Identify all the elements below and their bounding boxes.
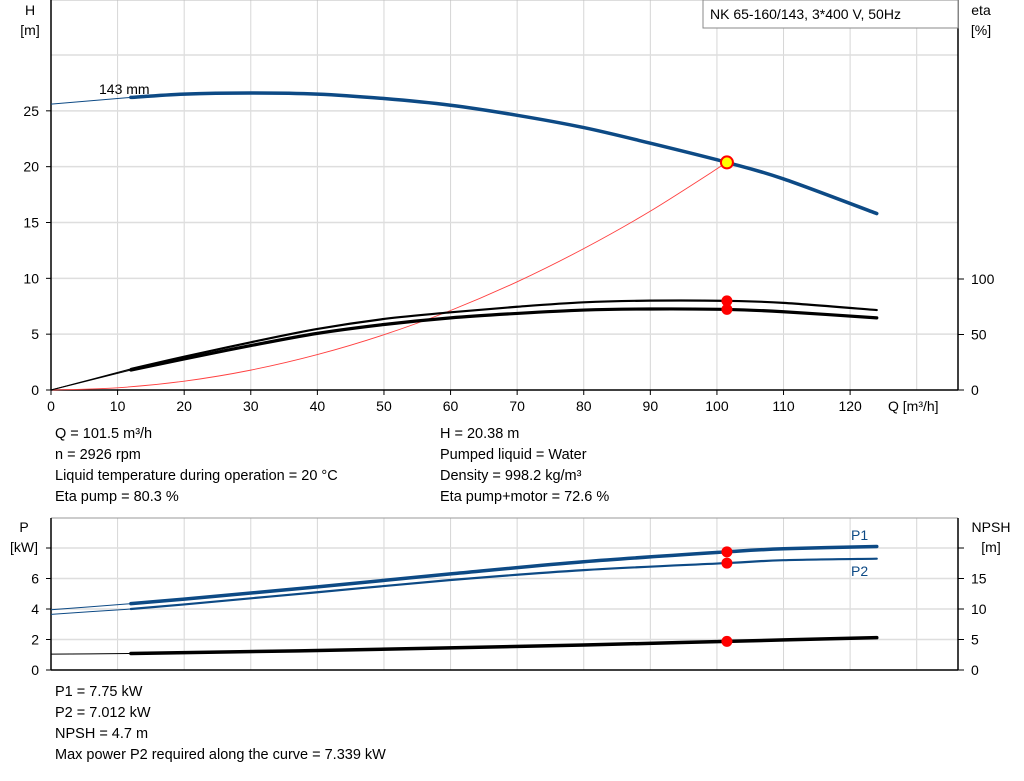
eta-pump-motor-duty-marker (721, 303, 733, 315)
eta-pump-motor-curve (129, 307, 879, 372)
x-tick-label: 110 (772, 398, 795, 414)
y-axis-label: H (25, 2, 35, 18)
info-top-left: Q = 101.5 m³/h n = 2926 rpm Liquid tempe… (55, 424, 338, 508)
info-max-p2: Max power P2 required along the curve = … (55, 747, 386, 763)
p-tick-label: 2 (31, 632, 39, 648)
eta-pump-motor-curve-extension (50, 369, 132, 391)
chart-title: NK 65-160/143, 3*400 V, 50Hz (710, 6, 901, 22)
info-temperature: Liquid temperature during operation = 20… (55, 468, 338, 484)
p2-curve-extension (50, 608, 131, 615)
npsh-axis-unit: [m] (981, 539, 1000, 555)
p2-curve (129, 557, 878, 611)
x-tick-label: 50 (376, 398, 392, 414)
info-eta-pump: Eta pump = 80.3 % (55, 489, 179, 505)
p-tick-label: 4 (31, 601, 39, 617)
x-tick-label: 60 (443, 398, 459, 414)
title-box (702, 0, 959, 29)
duty-point-marker (719, 155, 734, 170)
info-bottom: P1 = 7.75 kW P2 = 7.012 kW NPSH = 4.7 m … (55, 682, 386, 766)
x-tick-label: 120 (838, 398, 862, 414)
info-npsh: NPSH = 4.7 m (55, 726, 149, 742)
info-eta-pump-motor: Eta pump+motor = 72.6 % (440, 489, 610, 505)
eta-pump-curve (129, 299, 878, 371)
x-tick-label: 100 (705, 398, 729, 414)
x-tick-label: 80 (576, 398, 592, 414)
y-tick-label: 10 (23, 270, 39, 286)
y-tick-label: 25 (23, 103, 39, 119)
eta-axis-label: eta (971, 2, 991, 18)
npsh-duty-marker (721, 635, 733, 647)
p-axis-unit: [kW] (10, 539, 38, 555)
info-p2: P2 = 7.012 kW (55, 705, 151, 721)
info-flow: Q = 101.5 m³/h (55, 426, 153, 442)
eta-tick-label: 100 (971, 271, 995, 287)
x-axis-label: Q [m³/h] (888, 398, 939, 414)
head-curve-extension (50, 96, 131, 105)
x-tick-label: 0 (47, 398, 55, 414)
p2-duty-marker (721, 557, 733, 569)
head-curve-label: 143 mm (99, 81, 150, 97)
y-axis-unit: [m] (20, 22, 39, 38)
npsh-tick-label: 10 (971, 601, 987, 617)
x-tick-label: 20 (176, 398, 192, 414)
eta-tick-label: 0 (971, 382, 979, 398)
info-liquid: Pumped liquid = Water (440, 447, 587, 463)
npsh-axis-label: NPSH (972, 519, 1011, 535)
y-tick-label: 15 (23, 215, 39, 231)
p-tick-label: 6 (31, 571, 39, 587)
info-density: Density = 998.2 kg/m³ (440, 468, 582, 484)
npsh-tick-label: 0 (971, 662, 979, 678)
info-p1: P1 = 7.75 kW (55, 684, 143, 700)
y-tick-label: 20 (23, 159, 39, 175)
x-tick-label: 10 (110, 398, 126, 414)
info-speed: n = 2926 rpm (55, 447, 141, 463)
npsh-curve-extension (50, 653, 131, 655)
eta-tick-label: 50 (971, 327, 987, 343)
x-tick-label: 90 (643, 398, 659, 414)
y-tick-label: 5 (31, 326, 39, 342)
npsh-tick-label: 15 (971, 571, 987, 587)
info-head: H = 20.38 m (440, 426, 520, 442)
y-tick-label: 0 (31, 382, 39, 398)
x-tick-label: 30 (243, 398, 259, 414)
eta-pump-duty-marker (721, 295, 733, 307)
p1-label: P1 (851, 527, 868, 543)
npsh-tick-label: 5 (971, 632, 979, 648)
p-axis-label: P (19, 519, 28, 535)
p1-curve-extension (50, 603, 131, 611)
power-plot-area (51, 518, 958, 670)
x-tick-label: 70 (509, 398, 525, 414)
p1-duty-marker (721, 546, 733, 558)
system-curve (50, 162, 728, 391)
eta-axis-unit: [%] (971, 22, 991, 38)
head-curve (129, 91, 879, 216)
p2-label: P2 (851, 563, 868, 579)
plot-area (51, 0, 958, 390)
info-top-right: H = 20.38 m Pumped liquid = Water Densit… (440, 424, 609, 508)
p-tick-label: 0 (31, 662, 39, 678)
x-tick-label: 40 (310, 398, 326, 414)
p1-curve (129, 544, 879, 606)
npsh-curve (129, 635, 879, 656)
